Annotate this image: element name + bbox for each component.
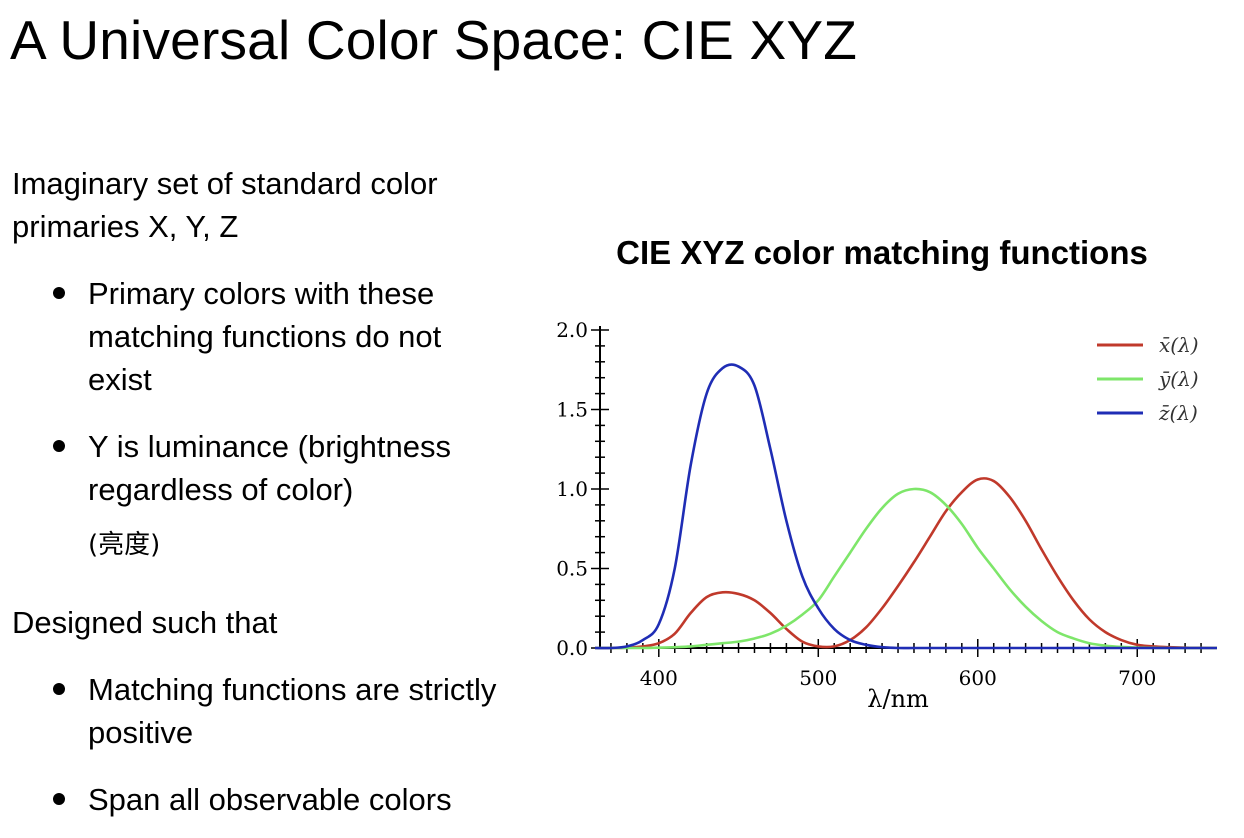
color-matching-chart: 400 500 600 700 0.0 0.5 1.0 1.5 2.0 λ/nm x̄(λ) ȳ(λ… [556,318,1218,713]
chart-series [594,363,1218,650]
y-tick-label: 1.5 [556,398,588,422]
chart-title: CIE XYZ color matching functions [616,234,1148,271]
bullet-item: Matching functions are strictly positive [53,668,498,754]
y-tick-label: 0.5 [556,557,588,581]
bullet-item: Primary colors with these matching funct… [53,272,498,401]
luminance-note: (亮度) [88,530,161,560]
bullet-text: Matching functions are strictly positive [88,672,497,750]
bullet-text: Span all observable colors [88,782,452,817]
bullet-item: Y is luminance (brightness regardless of… [53,425,498,511]
y-tick-label: 2.0 [556,318,588,342]
designed-text: Designed such that [12,605,278,640]
bullet-dot-icon [53,287,65,299]
x-axis-title: λ/nm [867,685,929,713]
intro-text: Imaginary set of standard color primarie… [12,166,438,244]
bullet-dot-icon [53,793,65,805]
chart-legend: x̄(λ) ȳ(λ) z̄(λ) [1097,333,1199,425]
x-tick-label: 400 [640,666,678,690]
z-bar-curve [594,363,1217,650]
y-bar-curve [595,487,1217,650]
bullet-text: Y is luminance (brightness regardless of… [88,429,451,507]
x-tick-label: 700 [1118,666,1156,690]
bullet-item: Span all observable colors [53,778,498,821]
x-tick-label: 500 [799,666,837,690]
bullet-dot-icon [53,440,65,452]
slide-title: A Universal Color Space: CIE XYZ [10,9,858,71]
bullet-text: Primary colors with these matching funct… [88,276,442,397]
x-bar-curve [594,477,1218,650]
y-tick-label: 1.0 [556,477,588,501]
legend-label: z̄(λ) [1158,401,1198,425]
bullet-dot-icon [53,683,65,695]
legend-label: ȳ(λ) [1158,367,1199,391]
y-tick-label: 0.0 [556,636,588,660]
chart-axes: 400 500 600 700 0.0 0.5 1.0 1.5 2.0 λ/nm [556,318,1217,713]
x-tick-label: 600 [959,666,997,690]
legend-label: x̄(λ) [1159,333,1199,357]
